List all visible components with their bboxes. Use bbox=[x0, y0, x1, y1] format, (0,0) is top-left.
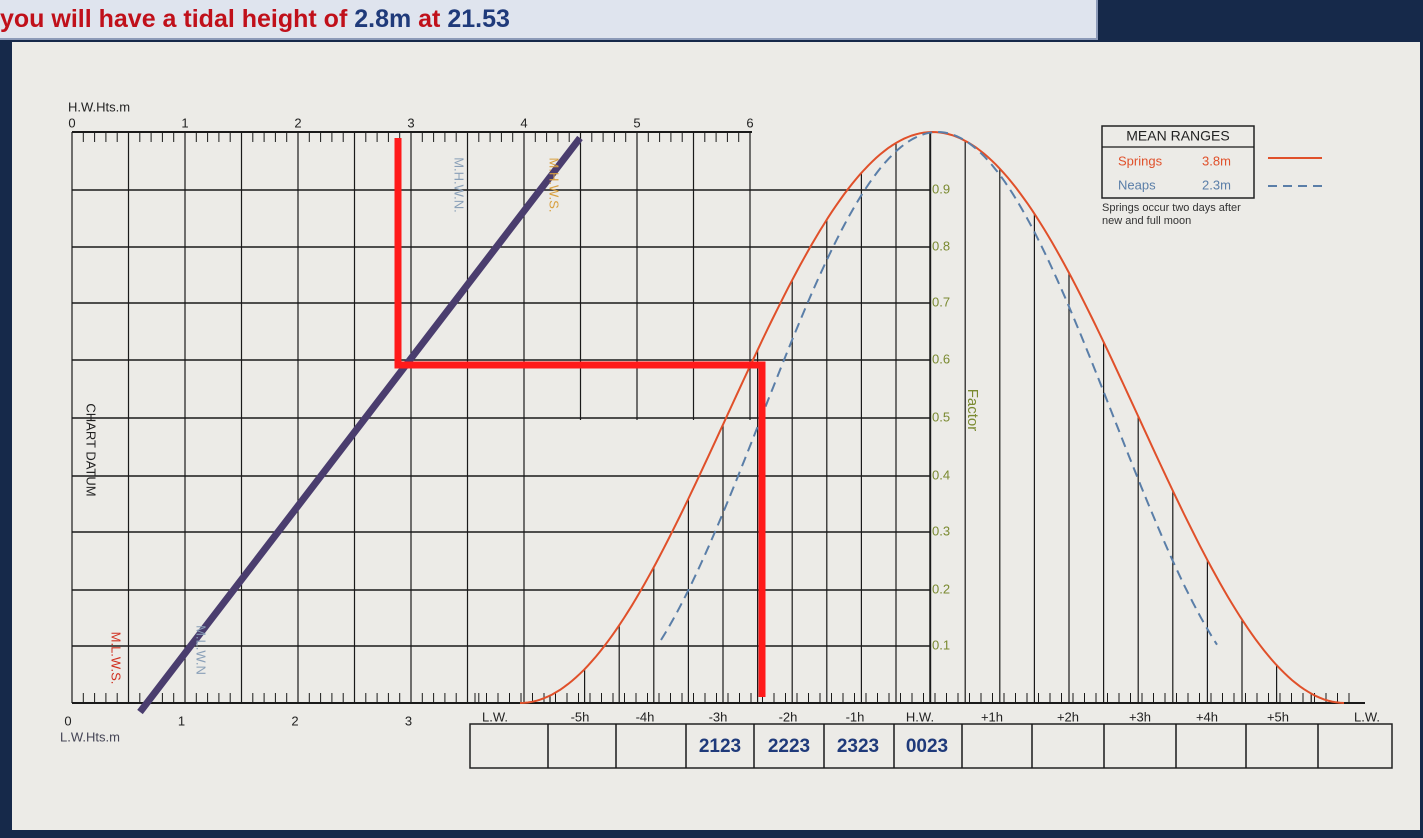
factor-label: 0.8 bbox=[932, 238, 950, 253]
banner-text: you will have a tidal height of bbox=[0, 5, 354, 33]
tick-label: 2 bbox=[291, 713, 298, 728]
legend-note: Springs occur two days after new and ful… bbox=[1102, 202, 1262, 228]
mhws-label: M.H.W.S. bbox=[547, 158, 562, 213]
factor-label: 0.2 bbox=[932, 581, 950, 596]
mlwn-label: M.L.W.N bbox=[194, 625, 209, 675]
tick-label: 3 bbox=[405, 713, 412, 728]
legend-title: MEAN RANGES bbox=[1126, 128, 1229, 144]
factor-label: 0.4 bbox=[932, 467, 950, 482]
legend-value: 2.3m bbox=[1202, 177, 1231, 192]
time-label: L.W. bbox=[1354, 709, 1380, 724]
legend-name: Neaps bbox=[1118, 177, 1156, 192]
time-label: +5h bbox=[1267, 709, 1289, 724]
factor-label: 0.9 bbox=[932, 181, 950, 196]
time-label: +2h bbox=[1057, 709, 1079, 724]
banner-value: 2.8m bbox=[354, 5, 411, 33]
time-label: -4h bbox=[636, 709, 655, 724]
side-label: CHART DATUM bbox=[84, 403, 99, 496]
tick-label: 6 bbox=[746, 115, 753, 130]
banner-value: 21.53 bbox=[447, 5, 510, 33]
scale-title: H.W.Hts.m bbox=[68, 99, 130, 114]
scale-title: L.W.Hts.m bbox=[60, 729, 120, 744]
time-label: +1h bbox=[981, 709, 1003, 724]
time-label: H.W. bbox=[906, 709, 934, 724]
tick-label: 5 bbox=[633, 115, 640, 130]
time-box: 2123 bbox=[699, 736, 741, 757]
time-box: 2223 bbox=[768, 736, 810, 757]
tick-label: 1 bbox=[181, 115, 188, 130]
tick-label: 1 bbox=[178, 713, 185, 728]
tick-label: 3 bbox=[407, 115, 414, 130]
banner: you will have a tidal height of 2.8m at … bbox=[0, 0, 1098, 40]
tick-label: 0 bbox=[64, 713, 71, 728]
factor-label: 0.5 bbox=[932, 409, 950, 424]
factor-title: Factor bbox=[964, 389, 981, 432]
time-label: -5h bbox=[571, 709, 590, 724]
time-label: +3h bbox=[1129, 709, 1151, 724]
legend-value: 3.8m bbox=[1202, 153, 1231, 168]
banner-text: at bbox=[411, 5, 447, 33]
time-label: +4h bbox=[1196, 709, 1218, 724]
time-label: L.W. bbox=[482, 709, 508, 724]
time-box: 0023 bbox=[906, 736, 948, 757]
time-label: -3h bbox=[709, 709, 728, 724]
factor-label: 0.3 bbox=[932, 523, 950, 538]
time-label: -2h bbox=[779, 709, 798, 724]
page: H.W.Hts.m0123456L.W.Hts.m0123CHART DATUM… bbox=[0, 0, 1423, 838]
factor-label: 0.6 bbox=[932, 351, 950, 366]
mlws-label: M.L.W.S. bbox=[109, 632, 124, 685]
legend-name: Springs bbox=[1118, 153, 1163, 168]
mhwn-label: M.H.W.N. bbox=[452, 157, 467, 213]
time-label: -1h bbox=[846, 709, 865, 724]
tick-label: 4 bbox=[520, 115, 527, 130]
diagram: H.W.Hts.m0123456L.W.Hts.m0123CHART DATUM… bbox=[0, 0, 1423, 838]
tick-label: 2 bbox=[294, 115, 301, 130]
factor-label: 0.1 bbox=[932, 637, 950, 652]
legend-note-box: Springs occur two days after new and ful… bbox=[1102, 202, 1272, 242]
time-box: 2323 bbox=[837, 736, 879, 757]
tick-label: 0 bbox=[68, 115, 75, 130]
factor-label: 0.7 bbox=[932, 294, 950, 309]
